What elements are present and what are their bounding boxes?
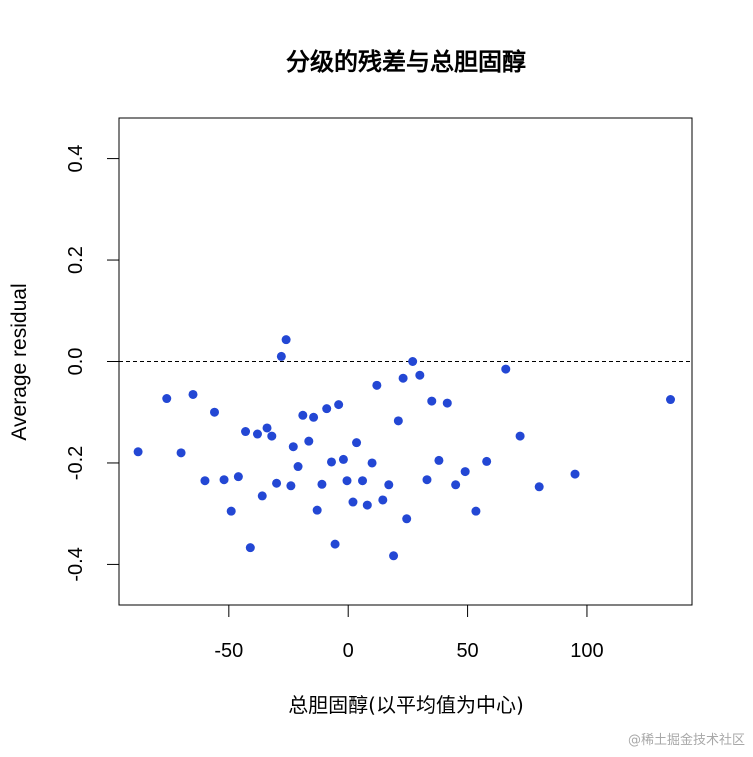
data-point	[389, 551, 399, 561]
watermark-text: @稀土掘金技术社区	[628, 732, 745, 748]
data-point	[326, 457, 336, 467]
data-point	[133, 447, 143, 457]
y-axis-label: Average residual	[8, 283, 31, 440]
y-tick-label: 0.0	[65, 348, 87, 376]
x-tick-label: 100	[570, 640, 603, 662]
y-tick-label: -0.4	[65, 547, 87, 581]
data-point	[471, 506, 481, 516]
data-point	[309, 412, 319, 422]
data-point	[434, 455, 444, 465]
data-point	[362, 500, 372, 510]
data-point	[338, 454, 348, 464]
data-point	[352, 438, 362, 448]
x-tick-label: 0	[343, 640, 354, 662]
data-point	[402, 514, 412, 524]
data-point	[451, 480, 461, 490]
data-point	[330, 539, 340, 549]
y-tick-label: 0.4	[65, 145, 87, 173]
data-point	[281, 335, 291, 345]
data-point	[257, 491, 267, 501]
data-point	[298, 410, 308, 420]
data-point	[276, 351, 286, 361]
data-point	[378, 495, 388, 505]
data-point	[482, 456, 492, 466]
data-point	[210, 407, 219, 417]
data-point	[188, 389, 198, 399]
data-point	[384, 480, 394, 490]
data-point	[322, 404, 332, 414]
data-point	[460, 467, 470, 477]
data-point	[427, 396, 437, 406]
data-point	[534, 482, 544, 492]
data-point	[272, 478, 282, 488]
data-point	[286, 481, 296, 491]
data-points	[133, 335, 676, 561]
data-point	[334, 400, 344, 410]
data-point	[442, 398, 452, 408]
data-point	[304, 436, 314, 446]
data-point	[200, 476, 210, 486]
data-point	[393, 416, 403, 426]
data-point	[570, 469, 580, 479]
data-point	[252, 429, 262, 439]
data-point	[233, 472, 243, 482]
data-point	[226, 506, 236, 516]
data-point	[515, 431, 525, 441]
data-point	[245, 543, 255, 553]
x-axis-label: 总胆固醇(以平均值为中心)	[288, 693, 524, 717]
data-point	[219, 475, 229, 485]
data-point	[501, 364, 511, 374]
data-point	[162, 394, 172, 404]
data-point	[262, 423, 272, 433]
x-tick-label: 50	[456, 640, 478, 662]
data-point	[372, 380, 382, 390]
y-tick-label: -0.2	[65, 446, 87, 480]
chart-title: 分级的残差与总胆固醇	[286, 48, 526, 76]
data-point	[312, 505, 322, 515]
data-point	[408, 357, 418, 366]
x-axis: -50 0 50 100	[214, 604, 604, 662]
data-point	[293, 462, 303, 472]
data-point	[422, 475, 432, 485]
data-point	[398, 373, 408, 383]
data-point	[317, 479, 327, 489]
y-axis: -0.4 -0.2 0.0 0.2 0.4	[65, 145, 120, 582]
data-point	[288, 442, 298, 452]
data-point	[342, 476, 352, 486]
data-point	[358, 476, 368, 486]
data-point	[241, 427, 251, 437]
data-point	[176, 448, 186, 458]
data-point	[666, 395, 676, 405]
data-point	[415, 370, 425, 380]
data-point	[267, 431, 277, 441]
data-point	[348, 497, 358, 507]
data-point	[367, 458, 377, 468]
y-tick-label: 0.2	[65, 246, 87, 274]
x-tick-label: -50	[214, 640, 243, 662]
